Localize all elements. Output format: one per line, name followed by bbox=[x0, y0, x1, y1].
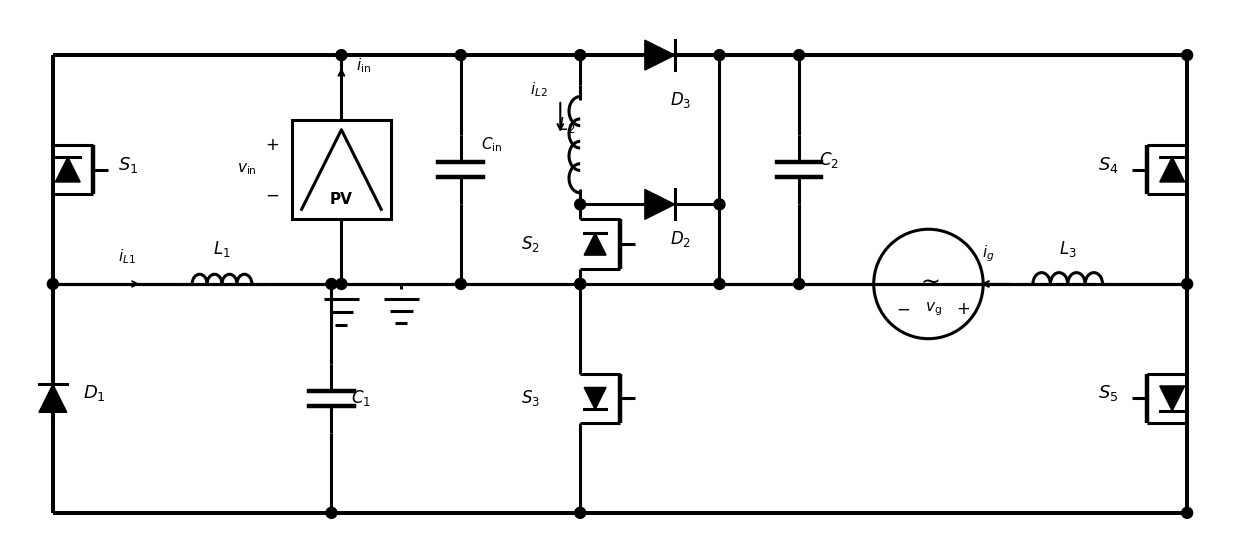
Circle shape bbox=[794, 50, 805, 60]
Circle shape bbox=[574, 199, 585, 210]
Polygon shape bbox=[56, 157, 81, 182]
Circle shape bbox=[714, 50, 725, 60]
Circle shape bbox=[1182, 507, 1193, 519]
Circle shape bbox=[714, 279, 725, 289]
Text: $v_{\rm in}$: $v_{\rm in}$ bbox=[237, 162, 257, 177]
Polygon shape bbox=[1159, 157, 1184, 182]
Text: $S_3$: $S_3$ bbox=[521, 388, 539, 408]
Text: $i_{\rm in}$: $i_{\rm in}$ bbox=[356, 57, 372, 75]
Circle shape bbox=[1182, 50, 1193, 60]
Circle shape bbox=[574, 507, 585, 519]
Text: $D_2$: $D_2$ bbox=[670, 229, 691, 249]
Polygon shape bbox=[645, 189, 675, 219]
Text: $i_{L1}$: $i_{L1}$ bbox=[118, 247, 135, 266]
Text: $S_5$: $S_5$ bbox=[1097, 383, 1118, 403]
Polygon shape bbox=[1159, 386, 1184, 411]
Text: PV: PV bbox=[330, 192, 353, 207]
Text: $L_1$: $L_1$ bbox=[213, 239, 231, 259]
Text: $+$: $+$ bbox=[264, 136, 279, 153]
Text: $D_1$: $D_1$ bbox=[83, 383, 105, 403]
Text: $C_{\rm in}$: $C_{\rm in}$ bbox=[481, 135, 502, 154]
Polygon shape bbox=[645, 40, 675, 70]
Circle shape bbox=[574, 279, 585, 289]
Text: $\sim$: $\sim$ bbox=[916, 269, 940, 293]
Circle shape bbox=[336, 279, 347, 289]
Text: $v_{\rm g}$: $v_{\rm g}$ bbox=[925, 300, 942, 317]
Circle shape bbox=[574, 50, 585, 60]
Text: $S_1$: $S_1$ bbox=[118, 155, 138, 175]
Text: $-$: $-$ bbox=[264, 186, 279, 203]
Circle shape bbox=[794, 279, 805, 289]
Text: $-$: $-$ bbox=[897, 300, 910, 318]
Text: $+$: $+$ bbox=[956, 300, 971, 318]
Circle shape bbox=[455, 279, 466, 289]
Polygon shape bbox=[584, 233, 606, 255]
Bar bbox=[291, 120, 391, 219]
Circle shape bbox=[1182, 279, 1193, 289]
Polygon shape bbox=[584, 387, 606, 409]
Text: $C_2$: $C_2$ bbox=[818, 150, 838, 170]
Circle shape bbox=[574, 279, 585, 289]
Text: $C_1$: $C_1$ bbox=[351, 388, 371, 408]
Text: $S_2$: $S_2$ bbox=[521, 234, 539, 254]
Circle shape bbox=[326, 507, 337, 519]
Text: $i_g$: $i_g$ bbox=[982, 243, 994, 264]
Text: $S_4$: $S_4$ bbox=[1097, 155, 1118, 175]
Polygon shape bbox=[38, 384, 67, 412]
Text: $D_3$: $D_3$ bbox=[670, 90, 691, 110]
Text: $L_2$: $L_2$ bbox=[558, 115, 575, 135]
Circle shape bbox=[47, 279, 58, 289]
Text: $L_3$: $L_3$ bbox=[1059, 239, 1076, 259]
Circle shape bbox=[336, 50, 347, 60]
Text: $i_{L2}$: $i_{L2}$ bbox=[531, 80, 548, 99]
Circle shape bbox=[326, 279, 337, 289]
Circle shape bbox=[714, 199, 725, 210]
Circle shape bbox=[455, 50, 466, 60]
